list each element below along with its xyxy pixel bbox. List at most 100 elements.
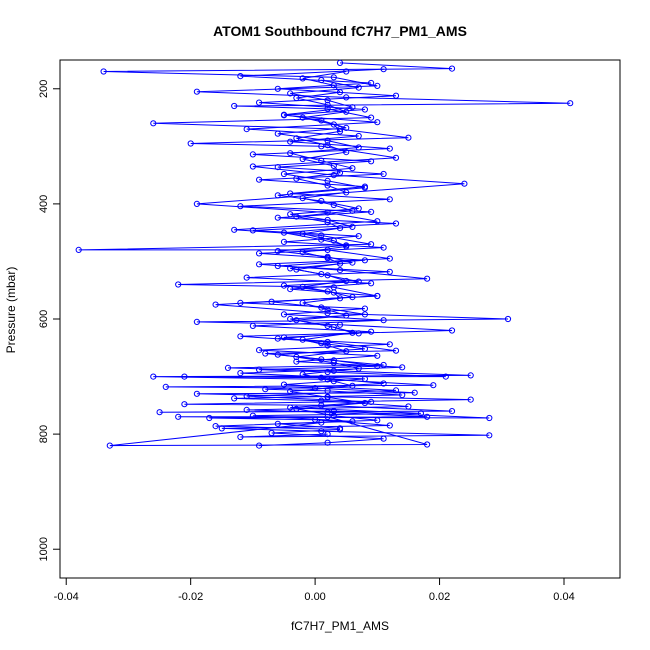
- data-point: [368, 158, 375, 165]
- data-point: [287, 404, 294, 411]
- data-point: [249, 163, 256, 170]
- data-point: [237, 433, 244, 441]
- data-point: [237, 203, 244, 210]
- data-point: [336, 225, 344, 232]
- data-point: [287, 286, 294, 293]
- data-point: [336, 267, 344, 274]
- data-point: [448, 327, 456, 334]
- data-point: [324, 105, 331, 113]
- data-point: [299, 114, 306, 121]
- data-point: [287, 138, 294, 145]
- data-point: [237, 333, 244, 340]
- data-point: [330, 201, 337, 209]
- data-point: [274, 214, 281, 221]
- data-point: [361, 106, 368, 113]
- data-point: [343, 94, 350, 101]
- data-point: [368, 114, 375, 121]
- data-point: [380, 244, 387, 251]
- series-layer: [75, 59, 574, 449]
- data-point: [256, 347, 263, 354]
- data-point: [430, 382, 437, 389]
- data-point: [411, 389, 418, 396]
- x-axis: -0.04 -0.02 0.00 0.02 0.04: [54, 577, 575, 603]
- data-point: [206, 414, 213, 422]
- data-point: [380, 66, 387, 73]
- data-point: [150, 120, 157, 127]
- data-point: [299, 230, 306, 237]
- data-point: [361, 257, 368, 264]
- data-point: [399, 364, 406, 371]
- data-point: [386, 196, 393, 203]
- data-point: [231, 102, 238, 110]
- data-point: [392, 347, 400, 354]
- data-point: [330, 412, 337, 419]
- data-point: [150, 373, 157, 380]
- data-point: [318, 397, 325, 404]
- data-point: [274, 262, 281, 270]
- data-point: [156, 409, 163, 416]
- data-point: [106, 442, 113, 449]
- data-point: [299, 249, 306, 256]
- y-axis: 200 400 600 800 1000: [38, 80, 61, 561]
- data-point: [417, 410, 424, 417]
- data-point: [448, 408, 456, 415]
- data-point: [374, 352, 381, 359]
- data-point: [262, 386, 269, 393]
- data-point: [330, 359, 337, 366]
- data-point: [343, 277, 350, 285]
- data-point: [349, 223, 356, 230]
- data-point: [324, 431, 331, 438]
- data-point: [187, 140, 194, 147]
- data-point: [380, 380, 387, 387]
- x-tick-label: -0.04: [54, 591, 79, 603]
- data-point: [243, 393, 250, 400]
- y-axis-label: Pressure (mbar): [4, 267, 18, 354]
- x-tick-label: 0.00: [304, 591, 325, 603]
- data-point: [461, 180, 468, 187]
- data-point: [324, 182, 331, 189]
- data-point: [467, 372, 474, 379]
- y-tick-label: 200: [38, 80, 50, 98]
- data-point: [349, 104, 356, 111]
- data-point: [243, 274, 250, 281]
- data-point: [256, 176, 263, 183]
- data-point: [268, 429, 275, 437]
- data-point: [274, 248, 281, 255]
- data-point: [374, 292, 381, 300]
- data-point: [355, 233, 362, 240]
- data-point: [336, 128, 344, 135]
- data-point: [405, 403, 412, 410]
- data-point: [293, 317, 300, 324]
- data-point: [293, 405, 300, 412]
- data-point: [368, 79, 375, 87]
- data-point: [75, 246, 82, 253]
- data-point: [193, 318, 200, 325]
- data-point: [231, 395, 238, 402]
- data-point: [237, 73, 244, 80]
- data-point: [392, 387, 400, 394]
- data-point: [368, 328, 375, 335]
- data-point: [386, 255, 393, 262]
- data-point: [212, 423, 219, 430]
- series-line: [215, 68, 421, 447]
- data-point: [280, 282, 288, 289]
- data-point: [386, 341, 393, 348]
- data-point: [280, 238, 288, 245]
- data-point: [249, 412, 256, 419]
- data-point: [249, 151, 256, 158]
- data-point: [355, 84, 362, 91]
- x-tick-label: 0.04: [553, 591, 574, 603]
- data-point: [243, 406, 250, 413]
- data-point: [343, 124, 350, 132]
- data-point: [299, 371, 306, 378]
- data-point: [299, 155, 306, 163]
- data-point: [287, 90, 294, 97]
- data-point: [399, 391, 406, 399]
- chart-title: ATOM1 Southbound fC7H7_PM1_AMS: [213, 23, 467, 39]
- series-line: [277, 71, 378, 429]
- data-point: [193, 390, 200, 397]
- data-point: [361, 345, 368, 352]
- data-point: [175, 413, 182, 420]
- data-point: [231, 226, 238, 233]
